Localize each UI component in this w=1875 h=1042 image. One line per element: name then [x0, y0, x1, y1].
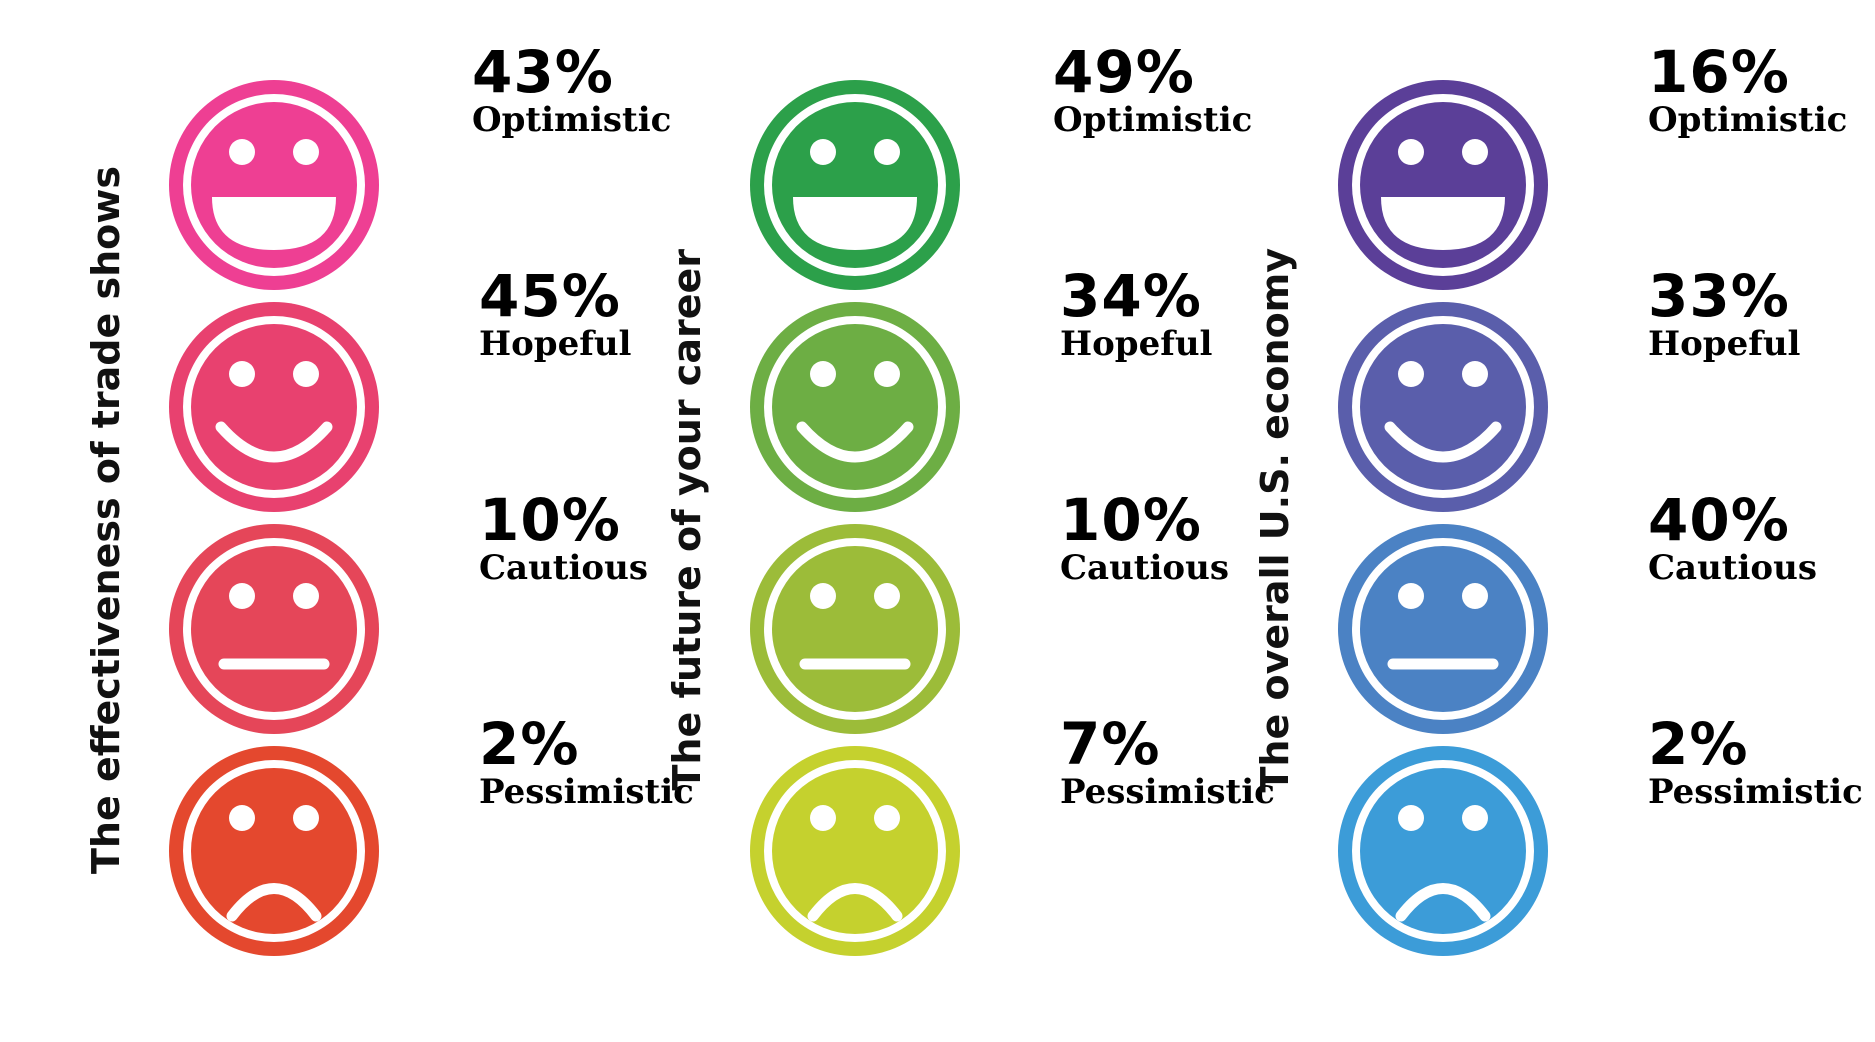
- face-left-eye: [229, 361, 255, 387]
- group-title: The effectiveness of trade shows: [84, 166, 128, 874]
- sentiment-row: 2% Pessimistic: [169, 714, 694, 956]
- face-disc: [191, 768, 357, 934]
- category-label: Pessimistic: [1060, 772, 1275, 812]
- sentiment-row: 49% Optimistic: [750, 42, 1270, 290]
- sentiment-row: 16% Optimistic: [1338, 42, 1858, 290]
- face-disc: [1360, 768, 1526, 934]
- face-disc: [191, 546, 357, 712]
- face-right-eye: [293, 139, 319, 165]
- sentiment-row: 2% Pessimistic: [1338, 714, 1863, 956]
- face-mouth: [215, 421, 333, 463]
- frown-face-icon: [750, 746, 960, 956]
- sentiment-row: 33% Hopeful: [1338, 266, 1858, 512]
- neutral-face-icon: [750, 524, 960, 734]
- sentiment-group: The future of your career 49% Optimistic 34…: [665, 0, 1275, 1042]
- face-left-eye: [1398, 583, 1424, 609]
- face-right-eye: [1462, 583, 1488, 609]
- category-label: Hopeful: [479, 324, 632, 364]
- face-right-eye: [874, 361, 900, 387]
- value-label: 16%: [1648, 38, 1790, 106]
- face-left-eye: [229, 805, 255, 831]
- category-label: Hopeful: [1648, 324, 1801, 364]
- face-disc: [772, 546, 938, 712]
- face-mouth: [796, 421, 914, 463]
- face-mouth: [1395, 883, 1491, 922]
- frown-face-icon: [169, 746, 379, 956]
- category-label: Hopeful: [1060, 324, 1213, 364]
- face-left-eye: [810, 583, 836, 609]
- face-right-eye: [1462, 805, 1488, 831]
- group-title: The overall U.S. economy: [1253, 247, 1297, 793]
- face-left-eye: [1398, 805, 1424, 831]
- face-mouth: [793, 197, 917, 250]
- value-label: 40%: [1648, 486, 1790, 554]
- value-label: 45%: [479, 262, 621, 330]
- sentiment-row: 10% Cautious: [169, 490, 689, 734]
- face-left-eye: [810, 805, 836, 831]
- face-right-eye: [874, 583, 900, 609]
- sentiment-row: 7% Pessimistic: [750, 714, 1275, 956]
- grin-face-icon: [1338, 80, 1548, 290]
- category-label: Cautious: [1648, 548, 1817, 588]
- face-disc: [772, 324, 938, 490]
- face-mouth: [1384, 421, 1502, 463]
- face-disc: [1360, 546, 1526, 712]
- neutral-face-icon: [1338, 524, 1548, 734]
- face-mouth: [226, 883, 322, 922]
- face-right-eye: [874, 139, 900, 165]
- grin-face-icon: [169, 80, 379, 290]
- face-right-eye: [293, 361, 319, 387]
- value-label: 43%: [472, 38, 614, 106]
- smile-face-icon: [169, 302, 379, 512]
- category-label: Cautious: [479, 548, 648, 588]
- sentiment-row: 34% Hopeful: [750, 266, 1270, 512]
- sentiment-row: 40% Cautious: [1338, 490, 1858, 734]
- sentiment-group: The effectiveness of trade shows 43% Optim…: [84, 0, 694, 1042]
- sentiment-row: 43% Optimistic: [169, 42, 689, 290]
- value-label: 34%: [1060, 262, 1202, 330]
- smile-face-icon: [750, 302, 960, 512]
- face-disc: [1360, 324, 1526, 490]
- face-right-eye: [874, 805, 900, 831]
- value-label: 2%: [479, 710, 580, 778]
- category-label: Pessimistic: [1648, 772, 1863, 812]
- category-label: Cautious: [1060, 548, 1229, 588]
- face-left-eye: [229, 583, 255, 609]
- value-label: 10%: [479, 486, 621, 554]
- category-label: Optimistic: [472, 100, 672, 140]
- value-label: 10%: [1060, 486, 1202, 554]
- face-right-eye: [1462, 139, 1488, 165]
- face-right-eye: [293, 805, 319, 831]
- face-left-eye: [810, 361, 836, 387]
- sentiment-row: 45% Hopeful: [169, 266, 689, 512]
- value-label: 49%: [1053, 38, 1195, 106]
- sentiment-row: 10% Cautious: [750, 490, 1270, 734]
- face-left-eye: [1398, 139, 1424, 165]
- face-right-eye: [1462, 361, 1488, 387]
- category-label: Pessimistic: [479, 772, 694, 812]
- neutral-face-icon: [169, 524, 379, 734]
- face-left-eye: [810, 139, 836, 165]
- face-mouth: [807, 883, 903, 922]
- sentiment-group: The overall U.S. economy 16% Optimistic 33%…: [1253, 0, 1863, 1042]
- face-mouth: [1381, 197, 1505, 250]
- category-label: Optimistic: [1053, 100, 1253, 140]
- face-mouth: [212, 197, 336, 250]
- value-label: 33%: [1648, 262, 1790, 330]
- group-title: The future of your career: [665, 249, 709, 791]
- face-left-eye: [229, 139, 255, 165]
- smile-face-icon: [1338, 302, 1548, 512]
- value-label: 7%: [1060, 710, 1161, 778]
- face-right-eye: [293, 583, 319, 609]
- value-label: 2%: [1648, 710, 1749, 778]
- frown-face-icon: [1338, 746, 1548, 956]
- category-label: Optimistic: [1648, 100, 1848, 140]
- face-disc: [191, 324, 357, 490]
- face-left-eye: [1398, 361, 1424, 387]
- grin-face-icon: [750, 80, 960, 290]
- face-disc: [772, 768, 938, 934]
